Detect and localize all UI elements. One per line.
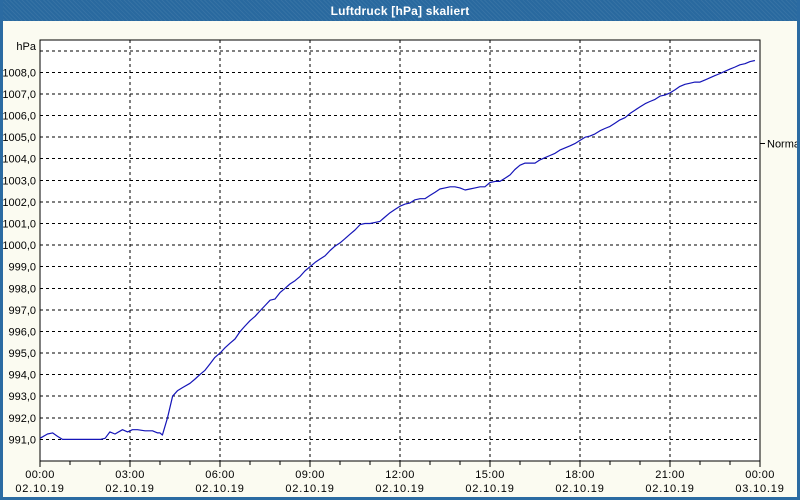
window-titlebar[interactable]: Luftdruck [hPa] skaliert	[3, 0, 797, 21]
x-axis-date-label: 02.10.19	[645, 483, 694, 495]
x-axis-time-label: 15:00	[475, 469, 505, 481]
y-axis-label: 992,0	[8, 413, 36, 425]
x-axis-time-label: 06:00	[205, 469, 235, 481]
y-axis-label: 1005,0	[2, 132, 36, 144]
normal-marker-label: Normal	[767, 139, 800, 151]
y-axis-label: 1007,0	[2, 89, 36, 101]
x-axis-time-label: 03:00	[115, 469, 145, 481]
x-axis-time-label: 00:00	[25, 469, 55, 481]
x-axis-date-label: 02.10.19	[105, 483, 154, 495]
x-axis-date-label: 02.10.19	[195, 483, 244, 495]
y-axis-label: 995,0	[8, 348, 36, 360]
x-axis-time-label: 09:00	[295, 469, 325, 481]
x-axis-time-label: 21:00	[655, 469, 685, 481]
y-axis-label: 997,0	[8, 305, 36, 317]
x-axis-date-label: 02.10.19	[555, 483, 604, 495]
y-axis-label: 994,0	[8, 370, 36, 382]
y-axis-label: 996,0	[8, 326, 36, 338]
y-axis-label: 1002,0	[2, 197, 36, 209]
y-axis-label: 1006,0	[2, 111, 36, 123]
x-axis-date-label: 02.10.19	[465, 483, 514, 495]
x-axis-time-label: 12:00	[385, 469, 415, 481]
pressure-curve	[39, 59, 756, 440]
y-axis-label: 1004,0	[2, 154, 36, 166]
x-axis-time-label: 18:00	[565, 469, 595, 481]
y-axis-label: 999,0	[8, 262, 36, 274]
y-axis-label: 1001,0	[2, 219, 36, 231]
x-axis-time-label: 00:00	[745, 469, 775, 481]
y-axis-label: 991,0	[8, 434, 36, 446]
window-title: Luftdruck [hPa] skaliert	[330, 3, 470, 18]
x-axis-date-label: 02.10.19	[15, 483, 64, 495]
x-axis-date-label: 02.10.19	[375, 483, 424, 495]
y-axis-label: 1008,0	[2, 67, 36, 79]
y-axis-unit-label: hPa	[16, 41, 36, 53]
y-axis-label: 993,0	[8, 391, 36, 403]
x-axis-date-label: 03.10.19	[735, 483, 784, 495]
y-axis-label: 998,0	[8, 283, 36, 295]
y-axis-label: 1003,0	[2, 175, 36, 187]
x-axis-date-label: 02.10.19	[285, 483, 334, 495]
y-axis-label: 1000,0	[2, 240, 36, 252]
